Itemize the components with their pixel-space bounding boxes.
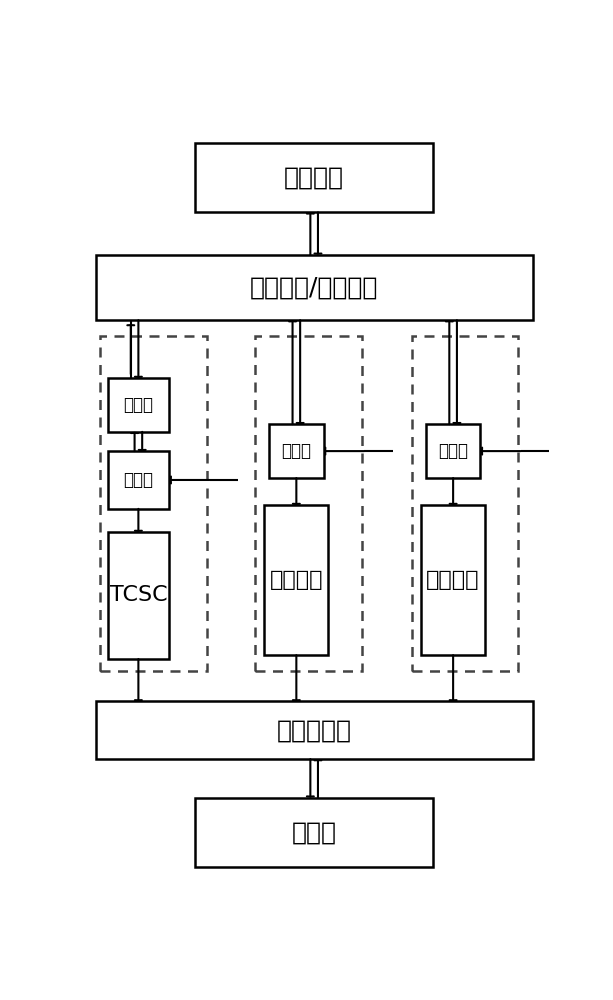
Bar [101, 336, 207, 671]
Bar [426, 424, 481, 478]
Text: 容性负载: 容性负载 [270, 570, 323, 590]
Text: 数据采集/指令下发: 数据采集/指令下发 [250, 275, 378, 299]
Text: 转接板: 转接板 [438, 442, 468, 460]
Text: 转接板: 转接板 [281, 442, 311, 460]
Text: 感性负载: 感性负载 [427, 570, 480, 590]
Bar [269, 424, 324, 478]
Bar [96, 701, 533, 759]
Text: 控制平台: 控制平台 [284, 166, 344, 190]
Bar [196, 143, 433, 212]
Text: 仿真机: 仿真机 [292, 820, 337, 844]
Bar [421, 505, 485, 655]
Text: TCSC: TCSC [110, 585, 167, 605]
Text: 转接板: 转接板 [123, 471, 153, 489]
Text: 控制器: 控制器 [123, 396, 153, 414]
Bar [107, 532, 169, 659]
Bar [255, 336, 362, 671]
Bar [107, 451, 169, 509]
Bar [107, 378, 169, 432]
Bar [96, 255, 533, 320]
Bar [411, 336, 519, 671]
Bar [264, 505, 329, 655]
Bar [196, 798, 433, 867]
Text: 光电转换板: 光电转换板 [276, 718, 352, 742]
